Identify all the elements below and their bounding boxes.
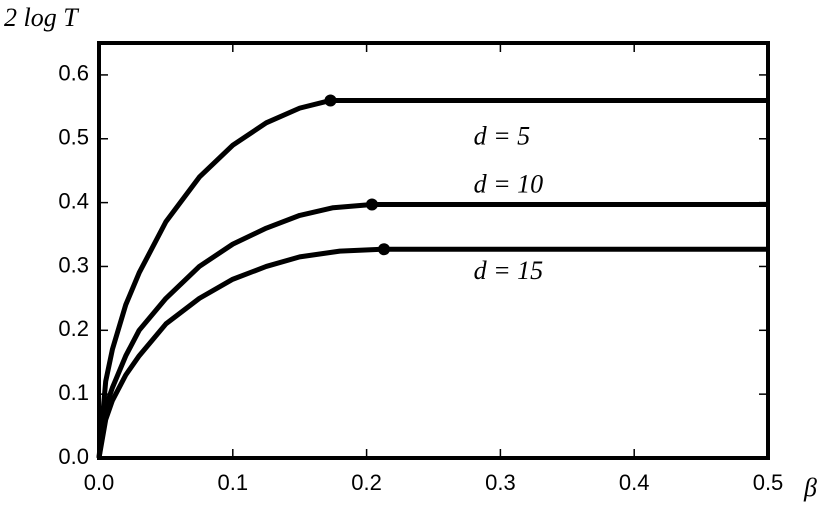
y-tick-label: 0.5: [58, 125, 89, 150]
line: [96, 97, 768, 459]
line: [96, 246, 768, 459]
y-tick-label: 0.4: [58, 188, 89, 213]
y-tick-label: 0.2: [58, 316, 89, 341]
saturation-point: [324, 94, 337, 107]
saturation-point: [377, 243, 390, 256]
line: [96, 202, 768, 459]
saturation-point: [365, 198, 378, 211]
x-axis-label: β: [803, 473, 817, 502]
x-tick-label: 0.1: [218, 470, 249, 495]
plot-frame: [97, 41, 770, 460]
x-tick-label: 0.4: [619, 470, 650, 495]
x-tick-label: 0.0: [84, 470, 115, 495]
series-label: d = 5: [474, 122, 531, 151]
series-label: d = 15: [474, 256, 544, 285]
x-tick-label: 0.3: [485, 470, 516, 495]
y-tick-label: 0.0: [58, 444, 89, 469]
series-label: d = 10: [474, 170, 544, 199]
y-tick-label: 0.6: [58, 61, 89, 86]
y-tick-label: 0.1: [58, 380, 89, 405]
y-tick-label: 0.3: [58, 252, 89, 277]
y-axis-label: 2 log T: [4, 3, 79, 32]
x-tick-label: 0.5: [753, 470, 784, 495]
x-tick-label: 0.2: [351, 470, 382, 495]
